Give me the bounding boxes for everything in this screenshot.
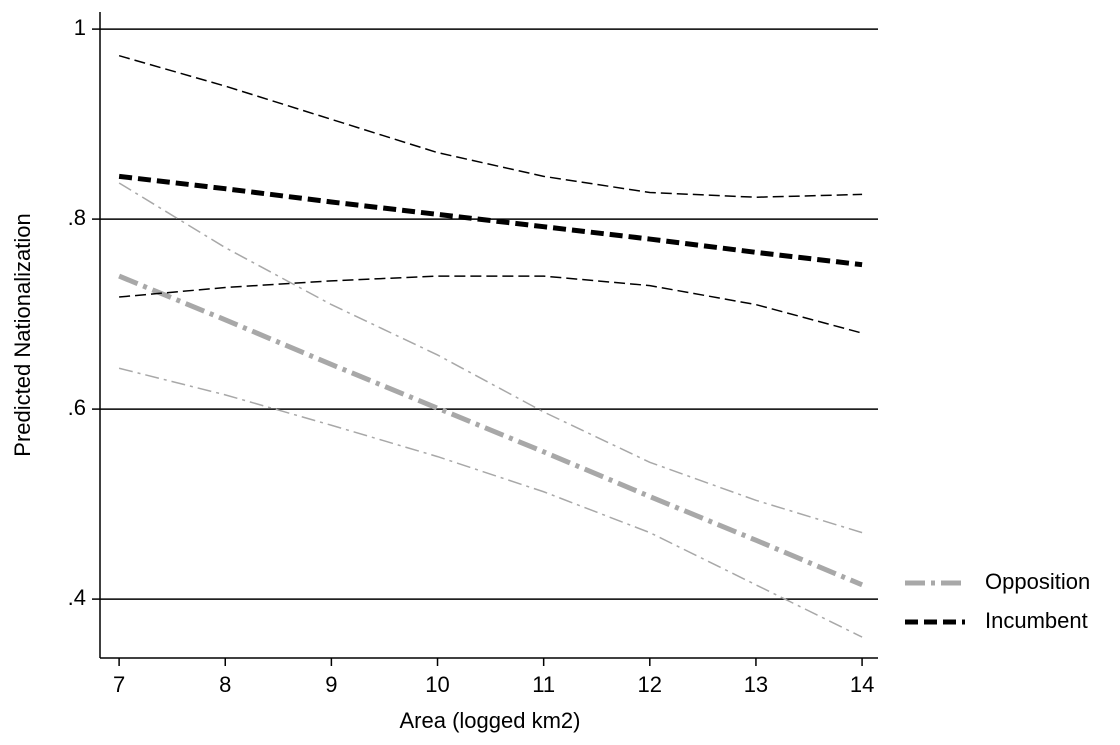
x-tick-label: 12 [638,672,662,697]
x-tick-label: 9 [325,672,337,697]
y-tick-label: .4 [68,585,86,610]
x-tick-label: 10 [425,672,449,697]
x-axis-label: Area (logged km2) [400,708,581,733]
ci-lower-line [118,367,863,638]
ci-lower-line [119,275,863,334]
legend-label: Opposition [985,569,1090,594]
y-tick-label: .6 [68,395,86,420]
series-line [118,273,864,588]
x-tick-label: 8 [219,672,231,697]
y-axis-label: Predicted Nationalization [10,213,35,456]
series-line [118,173,863,268]
x-tick-label: 14 [850,672,874,697]
x-tick-label: 13 [744,672,768,697]
legend-label: Incumbent [985,608,1088,633]
x-tick-label: 7 [113,672,125,697]
y-tick-label: .8 [68,205,86,230]
ci-upper-line [118,54,863,199]
y-tick-label: 1 [74,15,86,40]
x-tick-label: 11 [532,672,555,697]
ci-upper-line [118,182,863,534]
